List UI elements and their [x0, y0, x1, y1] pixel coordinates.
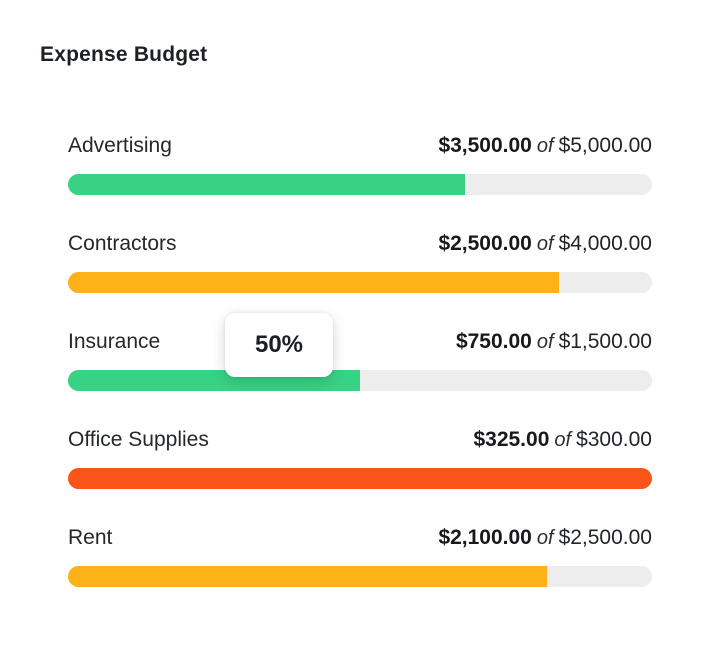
row-header: Contractors $2,500.00 of $4,000.00	[68, 231, 652, 257]
category-label: Rent	[68, 526, 113, 549]
progress-track[interactable]	[68, 566, 652, 587]
of-word: of	[536, 233, 554, 255]
row-header: Rent $2,100.00 of $2,500.00	[68, 525, 652, 551]
progress-fill	[68, 566, 547, 587]
row-header: Office Supplies $325.00 of $300.00	[68, 427, 652, 453]
spent-amount: $750.00	[455, 330, 532, 353]
budget-row-rent: Rent $2,100.00 of $2,500.00	[68, 525, 652, 587]
budget-row-contractors: Contractors $2,500.00 of $4,000.00	[68, 231, 652, 293]
category-label: Advertising	[68, 134, 172, 157]
expense-budget-widget: Expense Budget Advertising $3,500.00 of $5…	[40, 43, 652, 587]
row-header: Advertising $3,500.00 of $5,000.00	[68, 133, 652, 159]
progress-track[interactable]	[68, 174, 652, 195]
progress-track[interactable]	[68, 272, 652, 293]
category-label: Insurance	[68, 330, 161, 353]
of-word: of	[554, 429, 572, 451]
spent-amount: $2,500.00	[438, 232, 532, 255]
total-amount: $4,000.00	[558, 232, 652, 255]
of-word: of	[536, 527, 554, 549]
category-label: Office Supplies	[68, 428, 209, 451]
budget-list: Advertising $3,500.00 of $5,000.00 Contrac…	[68, 133, 652, 587]
budget-row-insurance: 50% Insurance $750.00 of $1,500.00	[68, 313, 652, 391]
progress-track[interactable]	[68, 468, 652, 489]
spent-amount: $3,500.00	[438, 134, 532, 157]
total-amount: $300.00	[576, 428, 652, 451]
progress-fill	[68, 468, 652, 489]
amount-text: $2,500.00 of $4,000.00	[438, 231, 652, 257]
total-amount: $2,500.00	[558, 526, 652, 549]
category-label: Contractors	[68, 232, 177, 255]
page-title: Expense Budget	[40, 43, 208, 66]
amount-text: $325.00 of $300.00	[473, 427, 652, 453]
amount-text: $750.00 of $1,500.00	[456, 329, 652, 355]
of-word: of	[536, 331, 554, 353]
progress-fill	[68, 174, 466, 195]
total-amount: $5,000.00	[558, 134, 652, 157]
spent-amount: $325.00	[473, 428, 550, 451]
row-header: Insurance $750.00 of $1,500.00	[68, 329, 652, 355]
progress-tooltip: 50%	[225, 313, 333, 377]
amount-text: $2,100.00 of $2,500.00	[438, 525, 652, 551]
progress-fill	[68, 272, 559, 293]
total-amount: $1,500.00	[558, 330, 652, 353]
progress-track[interactable]	[68, 370, 652, 391]
spent-amount: $2,100.00	[438, 526, 532, 549]
budget-row-office-supplies: Office Supplies $325.00 of $300.00	[68, 427, 652, 489]
of-word: of	[536, 135, 554, 157]
budget-row-advertising: Advertising $3,500.00 of $5,000.00	[68, 133, 652, 195]
amount-text: $3,500.00 of $5,000.00	[438, 133, 652, 159]
